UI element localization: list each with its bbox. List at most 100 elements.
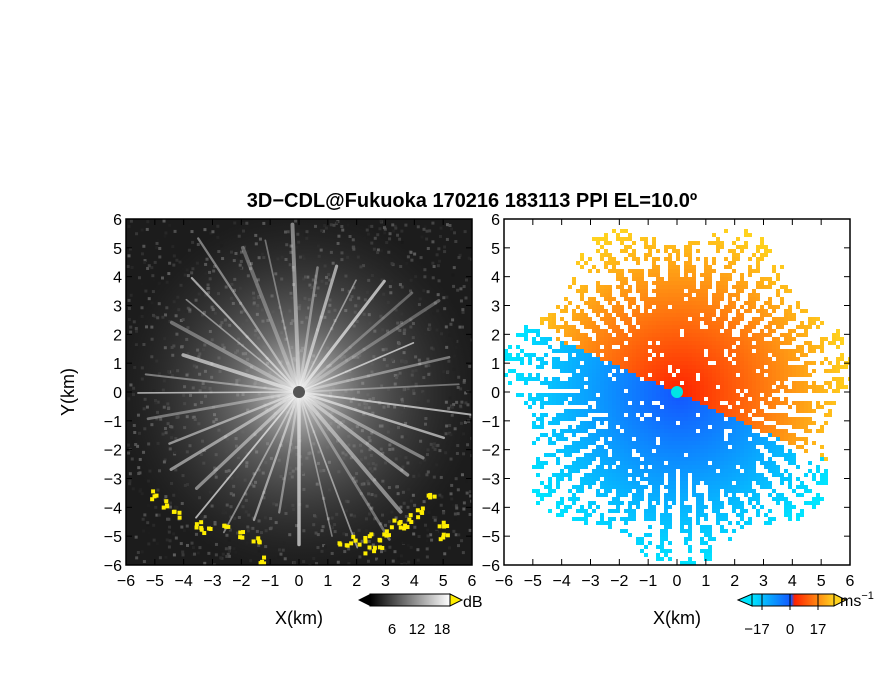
velocity-pixel xyxy=(588,381,592,385)
velocity-pixel xyxy=(696,393,700,397)
velocity-pixel xyxy=(636,393,640,397)
velocity-pixel xyxy=(608,345,612,349)
velocity-pixel xyxy=(768,249,772,253)
snr-saturated-pixel xyxy=(367,545,372,550)
velocity-pixel xyxy=(620,237,624,241)
velocity-pixel xyxy=(660,477,664,481)
velocity-pixel xyxy=(600,289,604,293)
velocity-pixel xyxy=(608,289,612,293)
snr-noise-pixel xyxy=(450,497,454,501)
velocity-pixel xyxy=(688,445,692,449)
velocity-pixel xyxy=(740,313,744,317)
velocity-pixel xyxy=(740,437,744,441)
velocity-pixel xyxy=(680,321,684,325)
velocity-pixel xyxy=(636,389,640,393)
velocity-pixel xyxy=(612,413,616,417)
snr-saturated-pixel xyxy=(369,532,374,537)
velocity-pixel xyxy=(836,361,840,365)
velocity-pixel xyxy=(716,381,720,385)
velocity-pixel xyxy=(576,289,580,293)
velocity-pixel xyxy=(636,361,640,365)
velocity-pixel xyxy=(660,465,664,469)
snr-saturated-pixel xyxy=(240,535,245,540)
velocity-pixel xyxy=(632,389,636,393)
velocity-pixel xyxy=(668,469,672,473)
snr-radial-streak xyxy=(297,299,441,394)
velocity-pixel xyxy=(780,429,784,433)
velocity-pixel xyxy=(836,337,840,341)
snr-saturated-pixel xyxy=(164,499,169,504)
velocity-pixel xyxy=(708,329,712,333)
velocity-pixel xyxy=(644,441,648,445)
velocity-pixel xyxy=(676,405,680,409)
snr-noise-pixel xyxy=(452,529,456,533)
velocity-pixel xyxy=(800,345,804,349)
snr-noise-pixel xyxy=(462,285,466,289)
snr-noise-pixel xyxy=(383,231,387,235)
velocity-pixel xyxy=(752,401,756,405)
velocity-pixel xyxy=(520,377,524,381)
velocity-pixel xyxy=(628,365,632,369)
velocity-pixel xyxy=(680,493,684,497)
velocity-pixel xyxy=(680,513,684,517)
velocity-pixel xyxy=(688,401,692,405)
velocity-pixel xyxy=(560,345,564,349)
velocity-pixel xyxy=(588,301,592,305)
snr-noise-pixel xyxy=(368,224,372,228)
velocity-pixel xyxy=(576,393,580,397)
velocity-pixel xyxy=(684,317,688,321)
velocity-pixel xyxy=(736,281,740,285)
velocity-pixel xyxy=(648,361,652,365)
velocity-pixel xyxy=(760,409,764,413)
velocity-pixel xyxy=(572,449,576,453)
velocity-pixel xyxy=(536,461,540,465)
velocity-pixel xyxy=(568,329,572,333)
velocity-pixel xyxy=(732,477,736,481)
velocity-pixel xyxy=(792,373,796,377)
velocity-pixel xyxy=(592,441,596,445)
velocity-pixel xyxy=(800,349,804,353)
snr-saturated-pixel xyxy=(442,524,447,529)
velocity-pixel xyxy=(620,229,624,233)
velocity-pixel xyxy=(584,413,588,417)
snr-noise-pixel xyxy=(456,512,460,516)
velocity-pixel xyxy=(636,445,640,449)
velocity-pixel xyxy=(740,473,744,477)
velocity-pixel xyxy=(764,413,768,417)
velocity-pixel xyxy=(632,393,636,397)
snr-radial-streak xyxy=(298,391,333,537)
velocity-pixel xyxy=(612,381,616,385)
velocity-pixel xyxy=(608,409,612,413)
velocity-pixel xyxy=(572,393,576,397)
snr-y-tick-label: −3 xyxy=(104,472,122,489)
velocity-pixel xyxy=(700,409,704,413)
velocity-pixel xyxy=(784,361,788,365)
velocity-pixel xyxy=(740,353,744,357)
snr-noise-pixel xyxy=(468,512,472,516)
velocity-pixel xyxy=(728,389,732,393)
velocity-pixel xyxy=(624,461,628,465)
velocity-pixel xyxy=(712,457,716,461)
velocity-pixel xyxy=(776,473,780,477)
velocity-pixel xyxy=(696,513,700,517)
velocity-pixel xyxy=(564,449,568,453)
velocity-pixel xyxy=(792,417,796,421)
velocity-pixel xyxy=(796,445,800,449)
velocity-pixel xyxy=(732,269,736,273)
velocity-pixel xyxy=(632,457,636,461)
velocity-pixel xyxy=(612,325,616,329)
velocity-pixel xyxy=(732,441,736,445)
velocity-pixel xyxy=(660,413,664,417)
velocity-pixel xyxy=(780,445,784,449)
velocity-pixel xyxy=(684,381,688,385)
velocity-pixel xyxy=(648,377,652,381)
velocity-pixel xyxy=(752,433,756,437)
velocity-pixel xyxy=(760,389,764,393)
velocity-pixel xyxy=(672,261,676,265)
velocity-pixel xyxy=(820,473,824,477)
velocity-pixel xyxy=(632,497,636,501)
velocity-pixel xyxy=(704,469,708,473)
velocity-pixel xyxy=(740,449,744,453)
velocity-pixel xyxy=(584,353,588,357)
velocity-pixel xyxy=(720,449,724,453)
